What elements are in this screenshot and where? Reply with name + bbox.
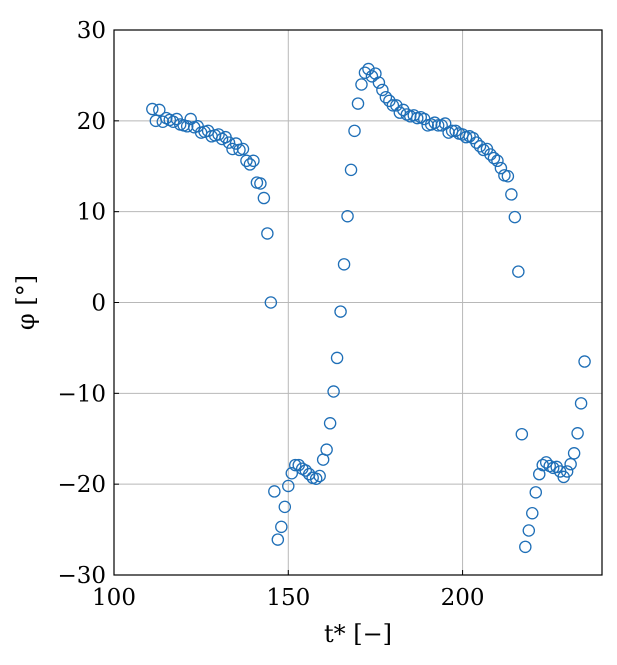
data-point [271, 533, 285, 546]
data-point [180, 120, 194, 133]
data-point [341, 209, 354, 223]
data-point [369, 67, 382, 80]
data-point [376, 83, 389, 97]
data-point [184, 112, 197, 126]
y-tick-label: −20 [57, 472, 106, 498]
data-point [289, 458, 302, 472]
data-point [574, 397, 588, 410]
data-point [299, 464, 312, 477]
data-point [571, 427, 584, 440]
data-point [261, 227, 274, 240]
tick-labels: 100 150 200 −30 −20 −10 0 10 20 30 [57, 18, 484, 611]
y-tick-label: 30 [77, 18, 106, 44]
data-point [167, 115, 180, 128]
x-tick-label: 200 [441, 585, 485, 611]
data-point [484, 148, 497, 161]
x-tick-label: 150 [266, 585, 310, 611]
data-point [470, 136, 483, 149]
data-point [501, 169, 515, 183]
data-point [348, 124, 361, 138]
data-point [533, 467, 546, 481]
data-point [285, 467, 299, 480]
y-tick-label: 0 [91, 291, 106, 317]
x-tick-label: 100 [92, 585, 136, 611]
data-point [320, 443, 333, 456]
data-point [379, 90, 393, 104]
data-point [275, 520, 288, 534]
data-point [365, 70, 379, 83]
data-point [491, 154, 504, 168]
data-point [438, 117, 452, 130]
data-point [372, 76, 386, 89]
data-point [526, 506, 539, 520]
data-point [309, 472, 323, 485]
y-tick-label: −30 [57, 563, 106, 589]
data-point [323, 417, 337, 430]
data-point [529, 486, 543, 499]
y-tick-label: −10 [57, 381, 106, 407]
data-point [358, 66, 372, 79]
data-point [282, 479, 295, 493]
data-point [473, 140, 487, 153]
x-axis-label: t* [−] [324, 620, 392, 648]
data-point [431, 119, 445, 132]
data-point [236, 142, 250, 156]
data-point [240, 154, 253, 168]
data-point [508, 210, 522, 224]
data-point [153, 103, 166, 117]
grid-lines [113, 29, 602, 576]
data-point [268, 485, 281, 498]
data-point [337, 258, 351, 271]
data-point [578, 355, 591, 368]
data-point [313, 469, 326, 483]
data-point [449, 124, 462, 138]
data-point [515, 427, 529, 441]
data-point [512, 265, 525, 278]
data-point [393, 106, 407, 119]
data-point [257, 191, 271, 205]
data-point [334, 305, 347, 318]
data-point [330, 351, 344, 365]
data-point [355, 78, 368, 91]
data-point [264, 296, 278, 309]
data-point [156, 115, 170, 128]
data-point [222, 136, 236, 149]
y-tick-label: 20 [77, 109, 106, 135]
data-point [487, 151, 501, 165]
data-point [560, 465, 574, 478]
data-point [362, 62, 375, 76]
y-tick-label: 10 [77, 200, 106, 226]
data-points [146, 62, 591, 554]
data-point [564, 457, 577, 471]
data-point [567, 447, 581, 460]
data-point [243, 158, 257, 171]
data-point [519, 540, 532, 554]
data-point [390, 99, 403, 112]
data-point [522, 524, 536, 537]
data-point [344, 163, 358, 177]
data-point [494, 161, 508, 175]
data-point [386, 99, 400, 112]
data-point [247, 154, 260, 168]
data-point [254, 177, 267, 190]
data-point [278, 500, 292, 514]
data-point [428, 116, 441, 129]
data-point [146, 102, 159, 116]
data-point [505, 188, 518, 201]
y-axis-label: φ [°] [12, 275, 40, 330]
data-point [327, 385, 340, 398]
data-point [351, 97, 365, 110]
